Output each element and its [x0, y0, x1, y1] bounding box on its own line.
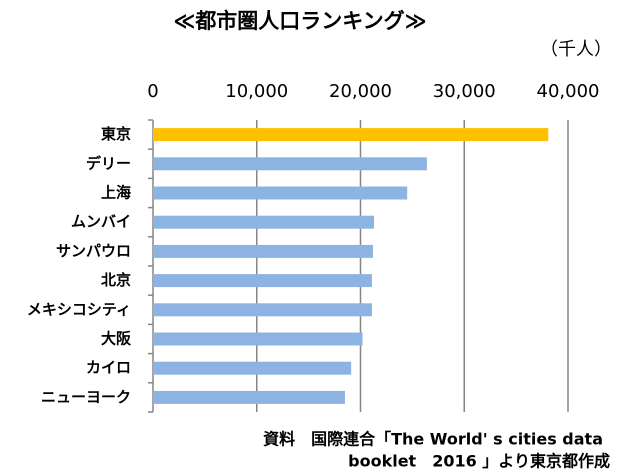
y-tick-label: 東京 [101, 125, 131, 143]
bar [153, 390, 345, 404]
x-tick-label: 0 [147, 81, 158, 102]
y-tick-label: 北京 [101, 271, 131, 289]
x-tick-label: 10,000 [225, 81, 288, 102]
bar [153, 157, 427, 171]
bar [153, 361, 352, 375]
bar [153, 332, 363, 346]
y-tick-label: サンパウロ [56, 242, 131, 260]
chart-title: ≪都市圏人口ランキング≫ [173, 9, 426, 33]
bar [153, 303, 372, 317]
y-tick-label: カイロ [86, 359, 131, 377]
y-tick-label: 上海 [101, 184, 131, 202]
y-tick-label: 大阪 [101, 330, 132, 348]
x-tick-label: 40,000 [537, 81, 600, 102]
x-tick-label: 20,000 [329, 81, 392, 102]
bar [153, 215, 374, 229]
y-tick-label: ムンバイ [71, 213, 131, 231]
unit-label: （千人） [540, 39, 612, 60]
bar [153, 274, 372, 288]
x-tick-label: 30,000 [433, 81, 496, 102]
source-note: 資料 国際連合「The World' s cities data [263, 430, 603, 449]
bar [153, 186, 408, 200]
y-tick-label: ニューヨーク [41, 388, 131, 406]
y-tick-label: デリー [86, 154, 131, 172]
source-note: booklet 2016 」より東京都作成 [348, 452, 610, 469]
bar [153, 244, 373, 258]
y-tick-label: メキシコシティ [27, 300, 131, 318]
bar [153, 128, 549, 142]
